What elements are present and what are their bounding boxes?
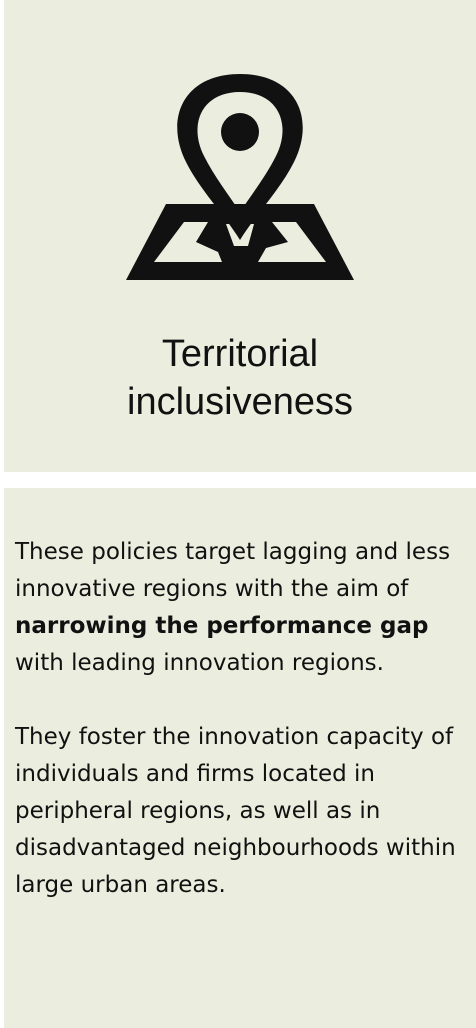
paragraph-2: They foster the innovation capacity of i…	[15, 724, 456, 898]
title-line-1: Territorial	[161, 333, 319, 375]
map-location-pin-icon	[126, 74, 354, 280]
icon-container	[4, 0, 476, 300]
paragraph-1: These policies target lagging and less i…	[15, 534, 460, 682]
paragraph-1-bold: narrowing the performance gap	[15, 613, 429, 639]
header-panel: Territorial inclusiveness	[4, 0, 476, 472]
title-line-2: inclusiveness	[127, 381, 353, 423]
paragraph-1-text-a: These policies target lagging and less i…	[15, 539, 451, 602]
card-title: Territorial inclusiveness	[4, 330, 476, 426]
description-text: These policies target lagging and less i…	[15, 534, 460, 904]
paragraph-1-text-b: with leading innovation regions.	[15, 650, 384, 676]
description-panel	[4, 488, 476, 1028]
